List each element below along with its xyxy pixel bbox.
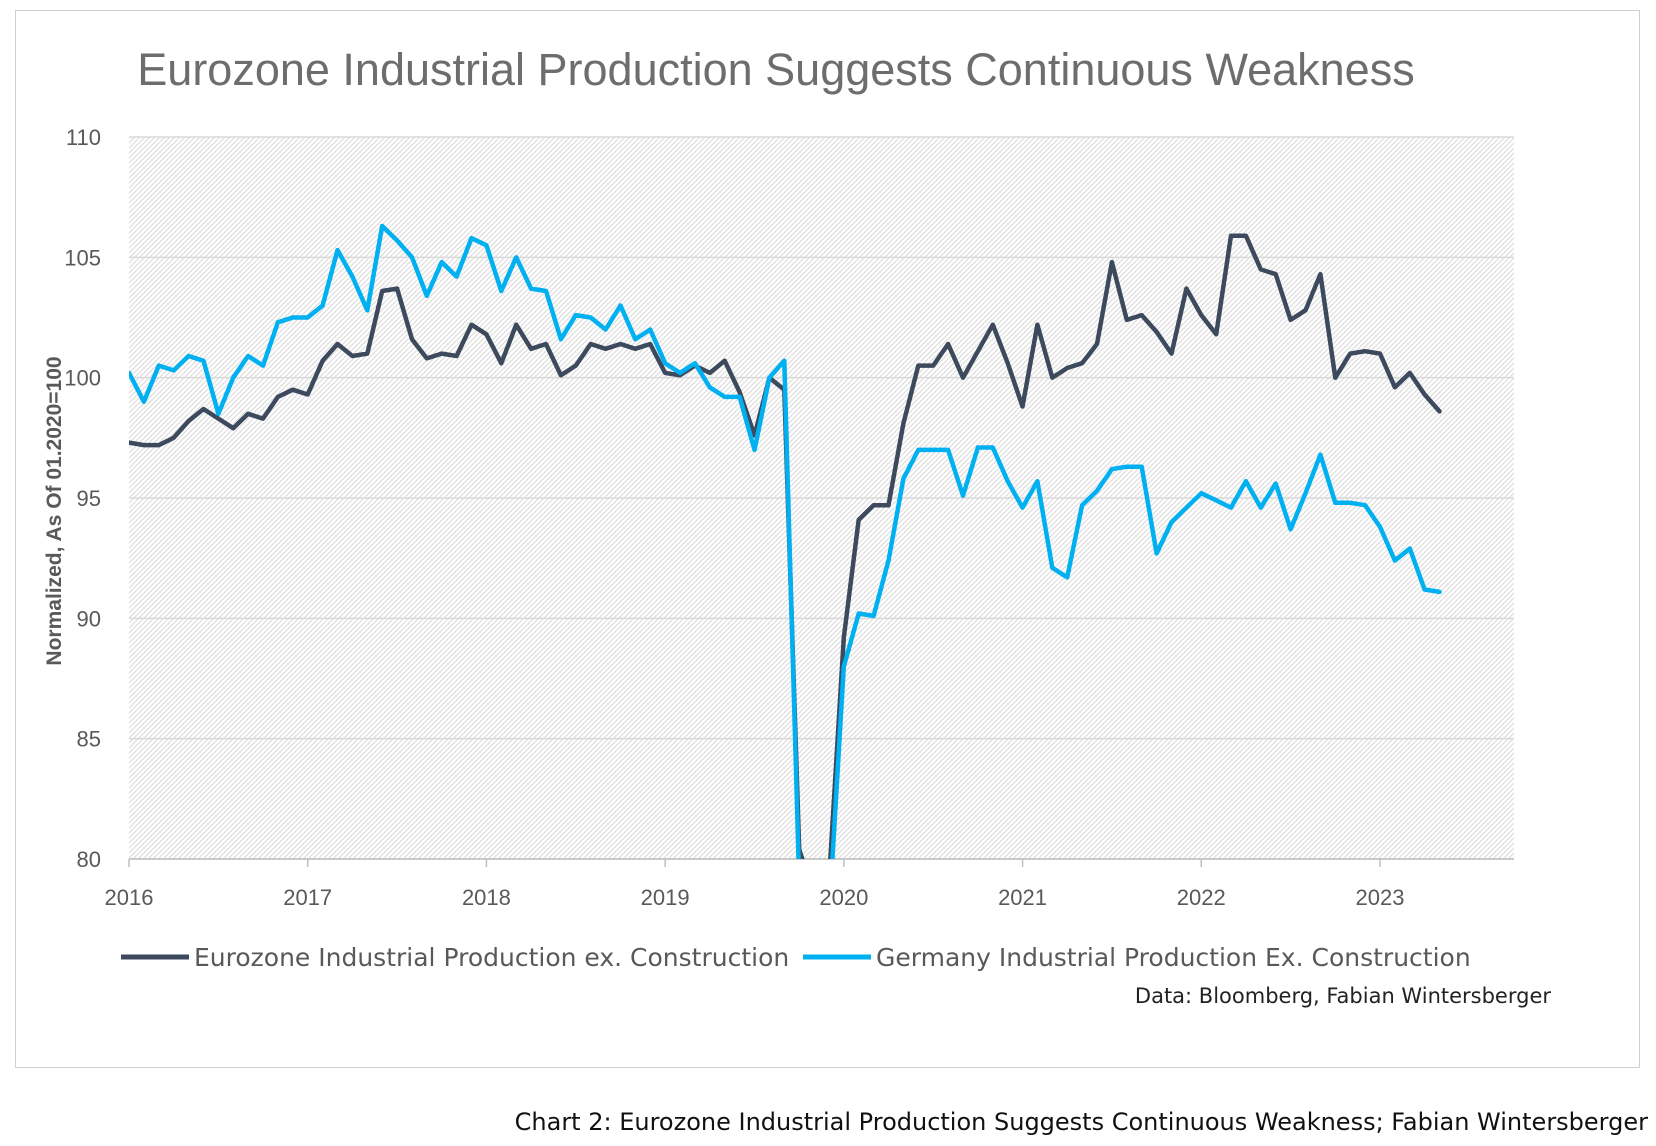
x-tick-label: 2023	[1355, 885, 1404, 910]
y-tick-label: 95	[77, 486, 101, 511]
y-tick-label: 90	[77, 606, 101, 631]
x-tick-label: 2022	[1177, 885, 1226, 910]
chart-title: Eurozone Industrial Production Suggests …	[137, 44, 1414, 95]
x-tick-label: 2018	[462, 885, 511, 910]
source-note: Data: Bloomberg, Fabian Wintersberger	[1135, 984, 1551, 1008]
series-layer	[129, 223, 1442, 859]
figure-caption: Chart 2: Eurozone Industrial Production …	[514, 1108, 1648, 1136]
axes: 80 85 90 95 100 105 110 2016 2017 2018 2019 2020 202…	[64, 125, 1514, 910]
legend-label: Eurozone Industrial Production ex. Const…	[194, 943, 789, 972]
y-tick-label: 105	[64, 245, 101, 270]
y-tick-label: 110	[66, 125, 101, 150]
x-tick-label: 2017	[283, 885, 332, 910]
series-line-germany	[129, 223, 1442, 859]
y-tick-label: 80	[77, 847, 101, 872]
line-chart: Eurozone Industrial Production Suggests …	[43, 44, 1551, 1008]
x-tick-label: 2019	[641, 885, 690, 910]
y-tick-label: 100	[64, 366, 101, 391]
x-tick-label: 2021	[998, 885, 1047, 910]
y-axis-label: Normalized, As Of 01.2020=100	[43, 356, 66, 665]
y-tick-label: 85	[77, 727, 101, 752]
legend-label: Germany Industrial Production Ex. Constr…	[876, 943, 1471, 972]
legend: Eurozone Industrial Production ex. Const…	[121, 943, 1471, 972]
x-tick-label: 2016	[105, 885, 154, 910]
chart-frame: Eurozone Industrial Production Suggests …	[15, 10, 1640, 1068]
x-tick-label: 2020	[819, 885, 868, 910]
